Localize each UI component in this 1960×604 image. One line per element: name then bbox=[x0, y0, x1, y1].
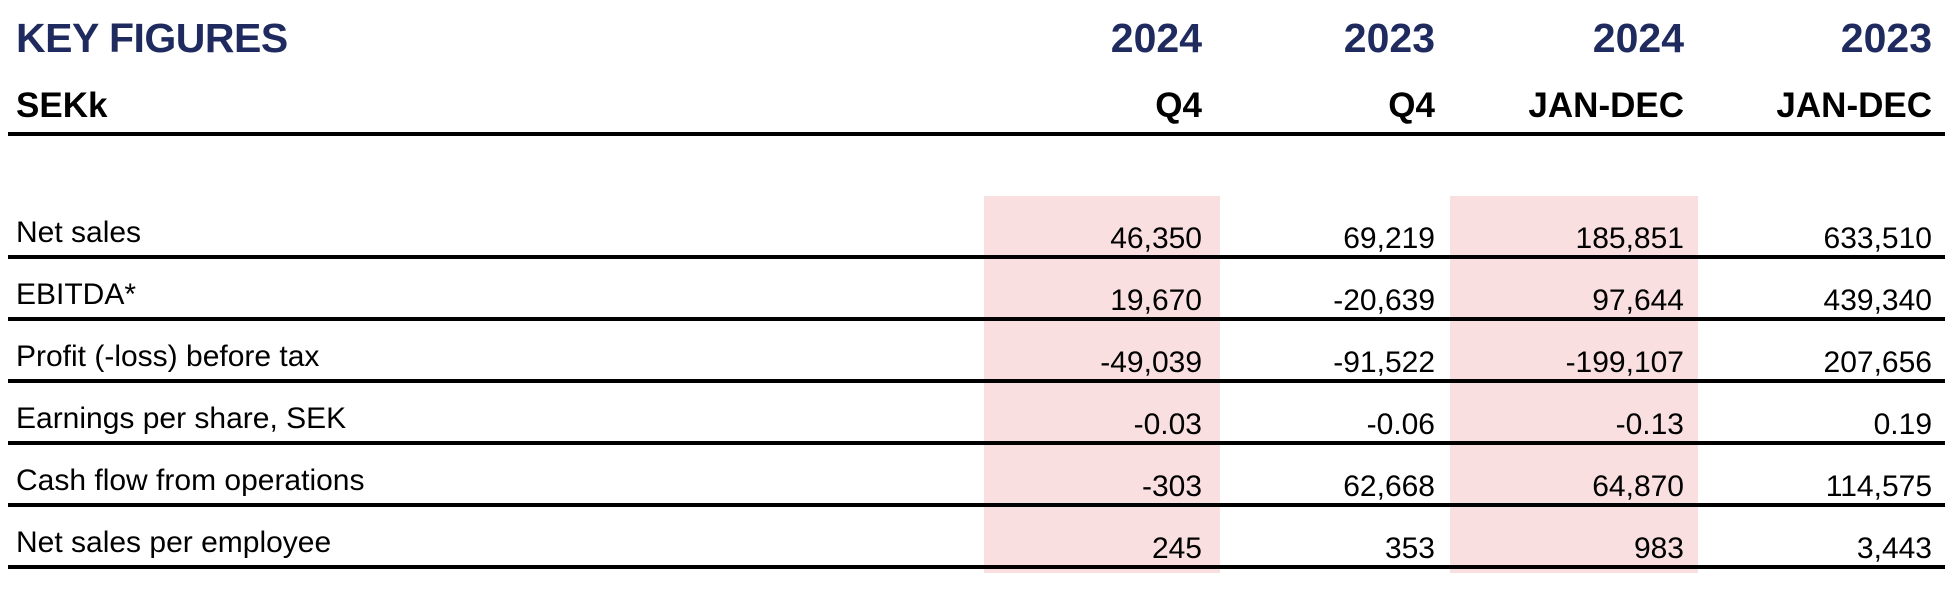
row-label: Profit (-loss) before tax bbox=[16, 340, 320, 373]
table-row: EBITDA* 19,670 -20,639 97,644 439,340 bbox=[0, 258, 1960, 321]
cell-value: 245 bbox=[1151, 532, 1202, 565]
column-year-jan-dec-2023: 2023 bbox=[1840, 15, 1932, 61]
table-row: Profit (-loss) before tax -49,039 -91,52… bbox=[0, 320, 1960, 383]
column-period-jan-dec-2024: JAN-DEC bbox=[1528, 86, 1684, 125]
row-divider bbox=[8, 379, 1945, 383]
table-row: Net sales 46,350 69,219 185,851 633,510 bbox=[0, 196, 1960, 259]
cell-value: 69,219 bbox=[1343, 222, 1435, 255]
column-period-q4-2024: Q4 bbox=[1155, 86, 1202, 125]
cell-value: -303 bbox=[1141, 470, 1202, 503]
cell-value: 114,575 bbox=[1825, 470, 1932, 503]
row-label: Net sales bbox=[16, 216, 142, 249]
cell-value: 983 bbox=[1633, 532, 1684, 565]
column-period-jan-dec-2023: JAN-DEC bbox=[1776, 86, 1932, 125]
table-row: Earnings per share, SEK -0.03 -0.06 -0.1… bbox=[0, 382, 1960, 445]
cell-value: 185,851 bbox=[1575, 222, 1684, 255]
column-year-q4-2024: 2024 bbox=[1110, 15, 1202, 61]
row-divider bbox=[8, 317, 1945, 321]
column-year-jan-dec-2024: 2024 bbox=[1592, 15, 1684, 61]
row-label: EBITDA* bbox=[16, 278, 137, 311]
cell-value: -199,107 bbox=[1565, 346, 1684, 379]
row-label: Earnings per share, SEK bbox=[16, 402, 347, 435]
cell-value: -0.06 bbox=[1366, 408, 1435, 441]
unit-label: SEKk bbox=[16, 86, 108, 125]
row-label: Net sales per employee bbox=[16, 526, 332, 559]
row-divider bbox=[8, 255, 1945, 259]
table-title: KEY FIGURES bbox=[16, 15, 288, 61]
cell-value: -0.03 bbox=[1133, 408, 1202, 441]
row-divider bbox=[8, 503, 1945, 507]
row-divider bbox=[8, 565, 1945, 569]
header-divider bbox=[8, 132, 1945, 136]
cell-value: -91,522 bbox=[1333, 346, 1435, 379]
cell-value: 97,644 bbox=[1592, 284, 1684, 317]
cell-value: 633,510 bbox=[1823, 222, 1932, 255]
cell-value: 353 bbox=[1384, 532, 1435, 565]
cell-value: 46,350 bbox=[1110, 222, 1202, 255]
row-divider bbox=[8, 441, 1945, 445]
cell-value: -0.13 bbox=[1615, 408, 1684, 441]
cell-value: 3,443 bbox=[1856, 532, 1932, 565]
cell-value: 0.19 bbox=[1873, 408, 1932, 441]
cell-value: 64,870 bbox=[1592, 470, 1684, 503]
table-row: Cash flow from operations -303 62,668 64… bbox=[0, 444, 1960, 507]
cell-value: 207,656 bbox=[1823, 346, 1932, 379]
column-year-q4-2023: 2023 bbox=[1343, 15, 1435, 61]
cell-value: -49,039 bbox=[1100, 346, 1202, 379]
cell-value: 62,668 bbox=[1343, 470, 1435, 503]
cell-value: 439,340 bbox=[1823, 284, 1932, 317]
table-row: Net sales per employee 245 353 983 3,443 bbox=[0, 506, 1960, 569]
cell-value: 19,670 bbox=[1110, 284, 1202, 317]
cell-value: -20,639 bbox=[1333, 284, 1435, 317]
column-period-q4-2023: Q4 bbox=[1388, 86, 1435, 125]
row-label: Cash flow from operations bbox=[16, 464, 365, 497]
